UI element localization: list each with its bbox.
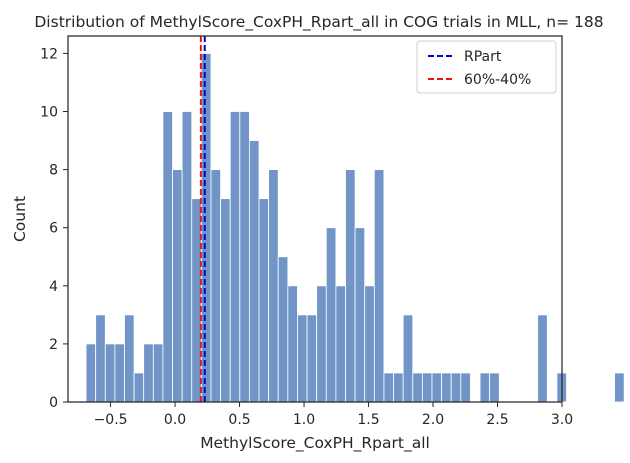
histogram-bar	[325, 227, 337, 403]
y-axis-ticks: 0 2 4 6 8 10 12	[40, 46, 68, 411]
histogram-bar	[614, 372, 625, 403]
histogram-bar	[249, 140, 260, 403]
x-tick-label: 1.0	[293, 412, 315, 428]
histogram-bar	[297, 314, 308, 403]
histogram-bar	[143, 343, 154, 403]
x-tick-label: 1.5	[357, 412, 379, 428]
legend: RPart 60%-40%	[416, 40, 557, 94]
plot-frame	[67, 35, 563, 403]
legend-label-60-40: 60%-40%	[464, 72, 531, 88]
histogram-bar	[287, 285, 298, 403]
x-tick-label: 3.0	[551, 412, 573, 428]
y-tick-label: 10	[40, 105, 58, 121]
histogram-bar	[181, 111, 193, 403]
histogram-bar	[402, 314, 414, 403]
histogram-bar	[104, 343, 116, 403]
histogram-bar	[393, 372, 404, 403]
histogram-bar	[345, 169, 356, 403]
histogram-bar	[306, 314, 318, 403]
histogram-bar	[479, 372, 491, 403]
reference-lines-layer	[199, 36, 206, 402]
y-tick-label: 12	[40, 46, 58, 62]
histogram-bar	[421, 372, 433, 403]
y-tick-label: 0	[49, 395, 58, 411]
bars-layer	[85, 53, 625, 403]
histogram-bar	[258, 198, 270, 403]
histogram-bar	[95, 314, 106, 403]
x-tick-label: −0.5	[94, 412, 128, 428]
y-tick-label: 8	[49, 163, 58, 179]
histogram-bar	[354, 227, 366, 403]
x-axis-ticks: −0.5 0.0 0.5 1.0 1.5 2.0 2.5 3.0	[94, 402, 573, 428]
y-tick-label: 4	[49, 279, 58, 295]
histogram-bar	[229, 111, 241, 403]
x-tick-label: 0.5	[228, 412, 250, 428]
chart-title: Distribution of MethylScore_CoxPH_Rpart_…	[34, 13, 603, 32]
histogram-bar	[441, 372, 452, 403]
histogram-bar	[335, 285, 346, 403]
x-tick-label: 2.5	[486, 412, 508, 428]
histogram-bar	[210, 169, 221, 403]
histogram-bar	[277, 256, 289, 403]
histogram-bar	[200, 53, 212, 403]
histogram-bar	[316, 285, 327, 403]
histogram-bar	[460, 372, 471, 403]
histogram-bar	[85, 343, 97, 403]
histogram-bar	[124, 314, 135, 403]
y-tick-label: 6	[49, 221, 58, 237]
histogram-bar	[239, 111, 250, 403]
histogram-bar	[172, 169, 183, 403]
histogram-bar	[364, 285, 375, 403]
histogram-bar	[152, 343, 164, 403]
histogram-bar	[412, 372, 423, 403]
histogram-bar	[450, 372, 462, 403]
histogram-bar	[373, 169, 385, 403]
histogram-bar	[431, 372, 442, 403]
histogram-bar	[133, 372, 145, 403]
histogram-bar	[489, 372, 500, 403]
legend-label-rpart: RPart	[464, 49, 502, 65]
y-tick-label: 2	[49, 337, 58, 353]
histogram-bar	[268, 169, 279, 403]
histogram-bar	[114, 343, 125, 403]
y-axis-label: Count	[11, 196, 29, 242]
histogram-bar	[537, 314, 548, 403]
x-tick-label: 0.0	[164, 412, 186, 428]
x-tick-label: 2.0	[422, 412, 444, 428]
x-axis-label: MethylScore_CoxPH_Rpart_all	[200, 434, 430, 453]
histogram-bar	[162, 111, 173, 403]
histogram-bar	[383, 372, 394, 403]
histogram-bar	[220, 198, 231, 403]
